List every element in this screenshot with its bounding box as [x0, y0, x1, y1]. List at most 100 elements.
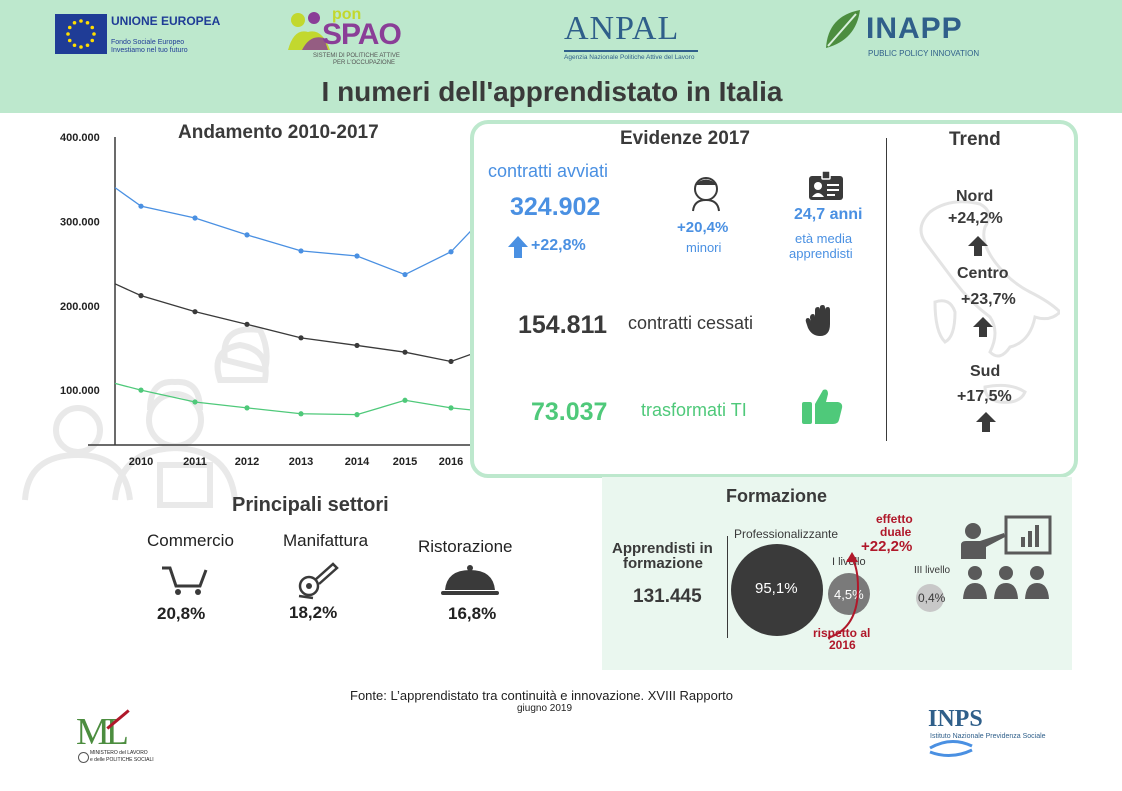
- settore-value-manifattura: 18,2%: [289, 603, 338, 622]
- apprendisti-label-2: formazione: [623, 555, 704, 572]
- eu-star: [85, 20, 90, 25]
- curved-arrow-icon: [827, 552, 860, 639]
- evidenze-title: Evidenze 2017: [620, 128, 750, 149]
- nord-value: +24,2%: [948, 210, 1003, 227]
- centro-label: Centro: [957, 265, 1009, 282]
- data-point: [244, 321, 250, 327]
- liv3-value: 0,4%: [918, 591, 946, 605]
- panel-divider: [886, 138, 887, 441]
- eu-star: [92, 32, 96, 36]
- x-tick-label: 2013: [289, 456, 313, 468]
- data-point: [192, 215, 198, 221]
- settore-label-ristorazione: Ristorazione: [418, 537, 513, 556]
- stop-hand-icon: [805, 305, 830, 336]
- source-line-1: Fonte: L’apprendistato tra continuità e …: [350, 688, 734, 703]
- data-point: [354, 253, 360, 259]
- data-point: [138, 387, 144, 393]
- tool-roll-icon: [298, 562, 339, 600]
- data-point: [402, 349, 408, 355]
- data-point: [138, 293, 144, 299]
- eu-star: [67, 25, 72, 30]
- evidenze-panel: [470, 120, 1078, 478]
- inapp-logo-name: INAPP: [866, 12, 963, 45]
- settori-title: Principali settori: [232, 494, 389, 516]
- data-point: [298, 335, 304, 341]
- arrow-up-icon: [968, 236, 988, 256]
- rispetto-label-2: 2016: [829, 638, 856, 652]
- eu-star: [79, 19, 83, 23]
- data-point: [448, 249, 454, 255]
- inapp-leaf-icon: [826, 10, 860, 48]
- sud-label: Sud: [970, 363, 1001, 380]
- settore-label-manifattura: Manifattura: [283, 531, 369, 550]
- liv3-label: III livello: [914, 565, 951, 576]
- y-tick-label: 100.000: [60, 385, 100, 397]
- eu-logo-sub2: Investiamo nel tuo futuro: [111, 47, 188, 54]
- avviati-label: contratti avviati: [488, 161, 609, 181]
- series-line: [114, 283, 501, 363]
- trasformati-label: trasformati TI: [641, 400, 747, 420]
- emblem-icon: [78, 752, 89, 763]
- prof-label: Professionalizzante: [734, 527, 839, 541]
- liv1-bubble: [828, 573, 870, 615]
- arrow-up-icon: [976, 412, 996, 432]
- x-tick-label: 2012: [235, 456, 259, 468]
- shopping-cart-icon: [162, 566, 208, 595]
- id-card-icon: [809, 170, 843, 200]
- x-tick-label: 2010: [129, 456, 153, 468]
- age-value: 24,7 anni: [794, 206, 863, 223]
- trend-line-chart: 400.000 300.000 200.000 100.000 2010 2011 201…: [60, 132, 555, 468]
- y-tick-label: 300.000: [60, 216, 100, 228]
- data-point: [244, 232, 250, 238]
- rispetto-label-1: rispetto al: [813, 626, 871, 640]
- x-tick-label: 2016: [439, 456, 463, 468]
- anpal-logo-name: ANPAL: [564, 10, 680, 47]
- liv1-value: 4,5%: [834, 587, 864, 602]
- settore-value-ristorazione: 16,8%: [448, 604, 497, 623]
- eu-star: [72, 43, 77, 48]
- italy-map-icon: [919, 200, 1060, 404]
- x-tick-label: 2015: [393, 456, 417, 468]
- worker-figure-icon: [22, 326, 270, 508]
- apprendisti-value: 131.445: [633, 586, 702, 607]
- settore-value-commercio: 20,8%: [157, 604, 206, 623]
- ml-logo-sub1: MINISTERO del LAVORO: [90, 750, 148, 756]
- header-band: UNIONE EUROPEA Fondo Sociale Europeo Inv…: [0, 0, 1122, 113]
- sud-value: +17,5%: [957, 388, 1012, 405]
- data-point: [298, 248, 304, 254]
- avviati-growth: +22,8%: [531, 237, 586, 254]
- ml-logo-sub2: e delle POLITICHE SOCIALI: [90, 757, 154, 763]
- age-label-2: apprendisti: [789, 246, 853, 261]
- y-tick-label: 200.000: [60, 301, 100, 313]
- young-person-icon: [692, 177, 720, 212]
- pon-logo-sub2: PER L'OCCUPAZIONE: [333, 60, 396, 66]
- formazione-divider: [727, 536, 728, 638]
- effetto-label-2: duale: [880, 525, 912, 539]
- cessati-label: contratti cessati: [628, 313, 754, 333]
- data-point: [354, 412, 360, 418]
- eu-star: [90, 25, 95, 30]
- trasformati-value: 73.037: [531, 398, 608, 426]
- data-point: [192, 309, 198, 315]
- inps-swirl-icon: [929, 740, 973, 757]
- anpal-logo-rule: [564, 50, 698, 52]
- eu-logo-sub1: Fondo Sociale Europeo: [111, 39, 185, 46]
- eu-star: [85, 43, 90, 48]
- trend-title: Trend: [949, 129, 1001, 150]
- food-cloche-icon: [441, 565, 499, 595]
- pon-figure-icon: [288, 12, 330, 50]
- data-point: [192, 399, 198, 405]
- pon-logo-sub1: SISTEMI DI POLITICHE ATTIVE: [313, 53, 400, 59]
- data-point: [298, 411, 304, 417]
- x-tick-label: 2014: [345, 456, 370, 468]
- data-point: [448, 358, 454, 365]
- effetto-value: +22,2%: [861, 538, 913, 555]
- eu-logo-title: UNIONE EUROPEA: [111, 14, 221, 28]
- arrow-up-icon: [508, 236, 528, 258]
- anpal-logo-sub: Agenzia Nazionale Politiche Attive del L…: [564, 54, 695, 61]
- training-presentation-icon: [961, 515, 1052, 599]
- pon-logo-small: pon: [332, 6, 362, 23]
- apprendisti-label-1: Apprendisti in: [612, 540, 713, 557]
- data-point: [138, 203, 144, 209]
- minori-value: +20,4%: [677, 219, 729, 236]
